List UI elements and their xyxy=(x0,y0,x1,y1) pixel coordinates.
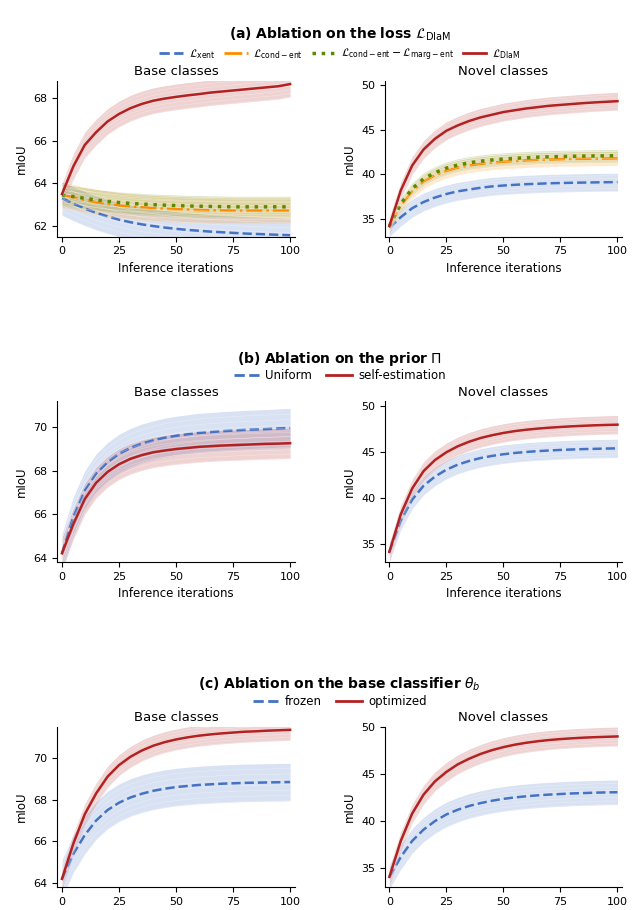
Title: Novel classes: Novel classes xyxy=(458,66,549,78)
Legend: Uniform, self-estimation: Uniform, self-estimation xyxy=(229,365,450,387)
Title: Novel classes: Novel classes xyxy=(458,711,549,724)
Title: Novel classes: Novel classes xyxy=(458,386,549,399)
Title: Base classes: Base classes xyxy=(134,66,218,78)
Y-axis label: mIoU: mIoU xyxy=(15,792,28,822)
Legend: frozen, optimized: frozen, optimized xyxy=(248,690,431,713)
Y-axis label: mIoU: mIoU xyxy=(343,144,355,174)
Text: $\mathbf{(c)}\ \mathbf{Ablation\ on\ the\ base\ classifier}\ \theta_b$: $\mathbf{(c)}\ \mathbf{Ablation\ on\ the… xyxy=(198,675,481,693)
Y-axis label: mIoU: mIoU xyxy=(343,792,355,822)
Text: $\mathbf{(a)}\ \mathbf{Ablation\ on\ the\ loss}\ \mathcal{L}_{\mathrm{DIaM}}$: $\mathbf{(a)}\ \mathbf{Ablation\ on\ the… xyxy=(229,25,450,43)
X-axis label: Inference iterations: Inference iterations xyxy=(445,262,561,275)
Text: $\mathbf{(b)}\ \mathbf{Ablation\ on\ the\ prior}\ \Pi$: $\mathbf{(b)}\ \mathbf{Ablation\ on\ the… xyxy=(237,350,442,369)
Legend: $\mathcal{L}_{\mathrm{xent}}$, $\mathcal{L}_{\mathrm{cond-ent}}$, $\mathcal{L}_{: $\mathcal{L}_{\mathrm{xent}}$, $\mathcal… xyxy=(155,42,524,67)
Title: Base classes: Base classes xyxy=(134,711,218,724)
Y-axis label: mIoU: mIoU xyxy=(15,466,28,497)
Y-axis label: mIoU: mIoU xyxy=(15,144,28,174)
Y-axis label: mIoU: mIoU xyxy=(343,466,355,497)
X-axis label: Inference iterations: Inference iterations xyxy=(118,587,234,601)
Title: Base classes: Base classes xyxy=(134,386,218,399)
X-axis label: Inference iterations: Inference iterations xyxy=(445,587,561,601)
X-axis label: Inference iterations: Inference iterations xyxy=(118,262,234,275)
